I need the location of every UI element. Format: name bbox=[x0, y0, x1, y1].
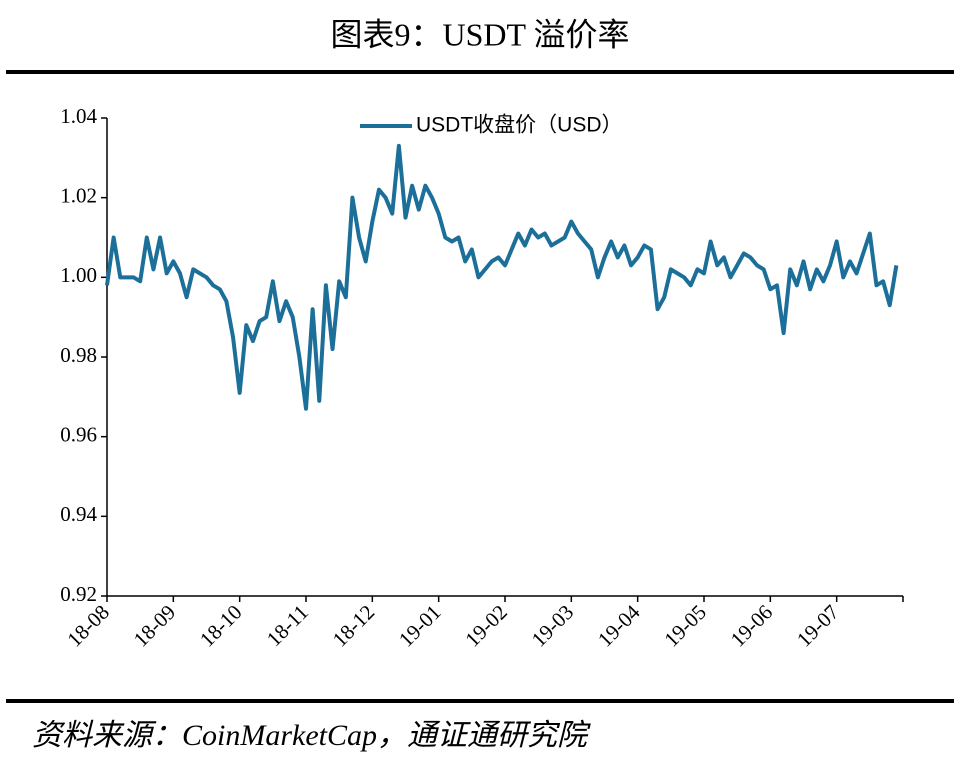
y-tick-label: 1.04 bbox=[60, 104, 97, 128]
x-tick-label: 18-09 bbox=[129, 600, 181, 652]
y-tick-label: 1.00 bbox=[60, 263, 97, 287]
y-tick-label: 1.02 bbox=[60, 183, 97, 207]
x-tick-label: 19-02 bbox=[460, 600, 512, 652]
x-tick-label: 19-03 bbox=[527, 600, 579, 652]
y-tick-label: 0.94 bbox=[60, 502, 97, 526]
x-tick-label: 18-08 bbox=[62, 600, 114, 652]
y-tick-label: 0.96 bbox=[60, 422, 97, 446]
x-tick-label: 19-07 bbox=[792, 600, 844, 652]
x-tick-label: 19-04 bbox=[593, 600, 645, 652]
y-tick-label: 0.98 bbox=[60, 343, 97, 367]
x-tick-label: 19-05 bbox=[659, 600, 711, 652]
chart-title: 图表9：USDT 溢价率 bbox=[331, 16, 630, 52]
legend-label: USDT收盘价（USD） bbox=[416, 114, 623, 137]
x-tick-label: 18-10 bbox=[195, 600, 247, 652]
x-tick-label: 19-06 bbox=[726, 600, 778, 652]
x-tick-label: 19-01 bbox=[394, 600, 446, 652]
x-tick-label: 18-12 bbox=[328, 600, 380, 652]
source-note: 资料来源：CoinMarketCap，通证通研究院 bbox=[32, 719, 591, 752]
y-tick-label: 0.92 bbox=[60, 582, 97, 606]
x-tick-label: 18-11 bbox=[262, 600, 313, 651]
data-line bbox=[105, 143, 899, 411]
